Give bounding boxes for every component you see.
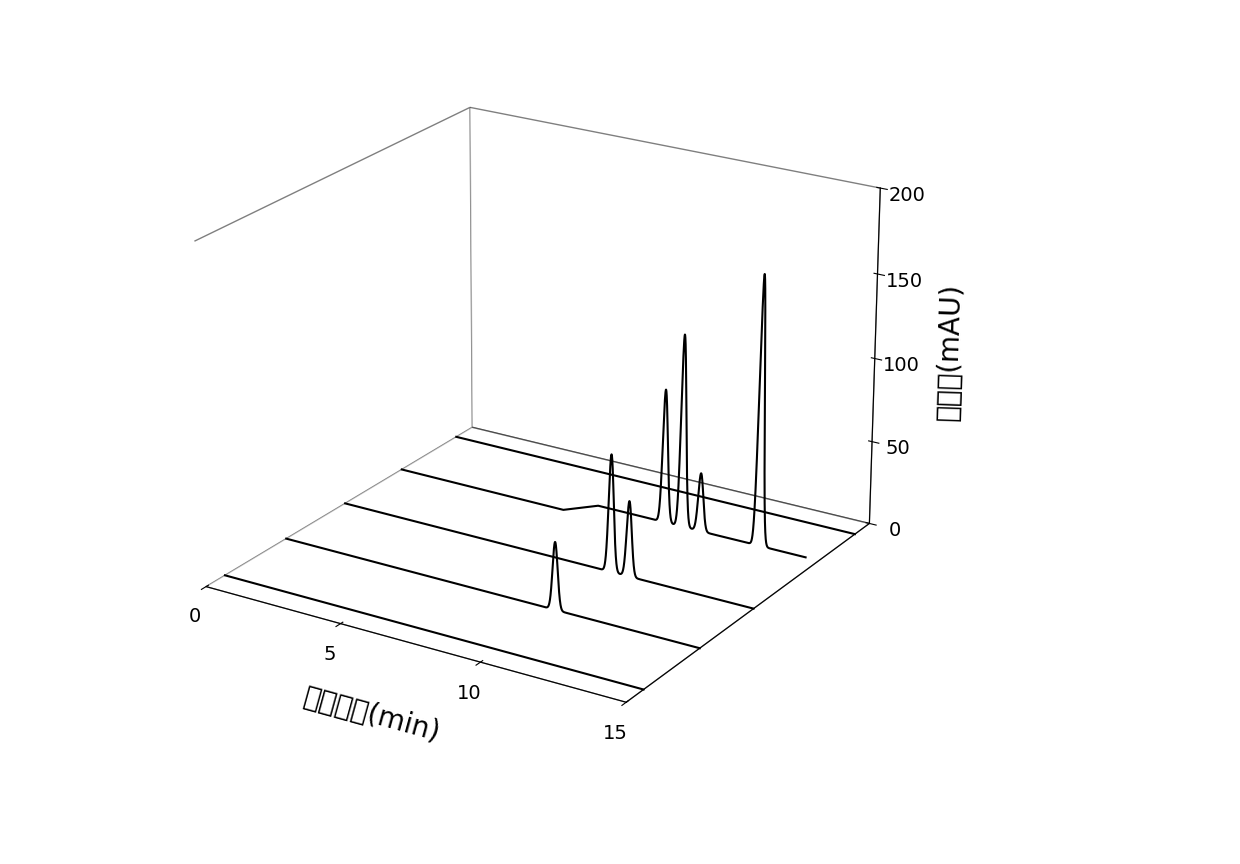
- X-axis label: 迁移时间(min): 迁移时间(min): [300, 683, 443, 747]
